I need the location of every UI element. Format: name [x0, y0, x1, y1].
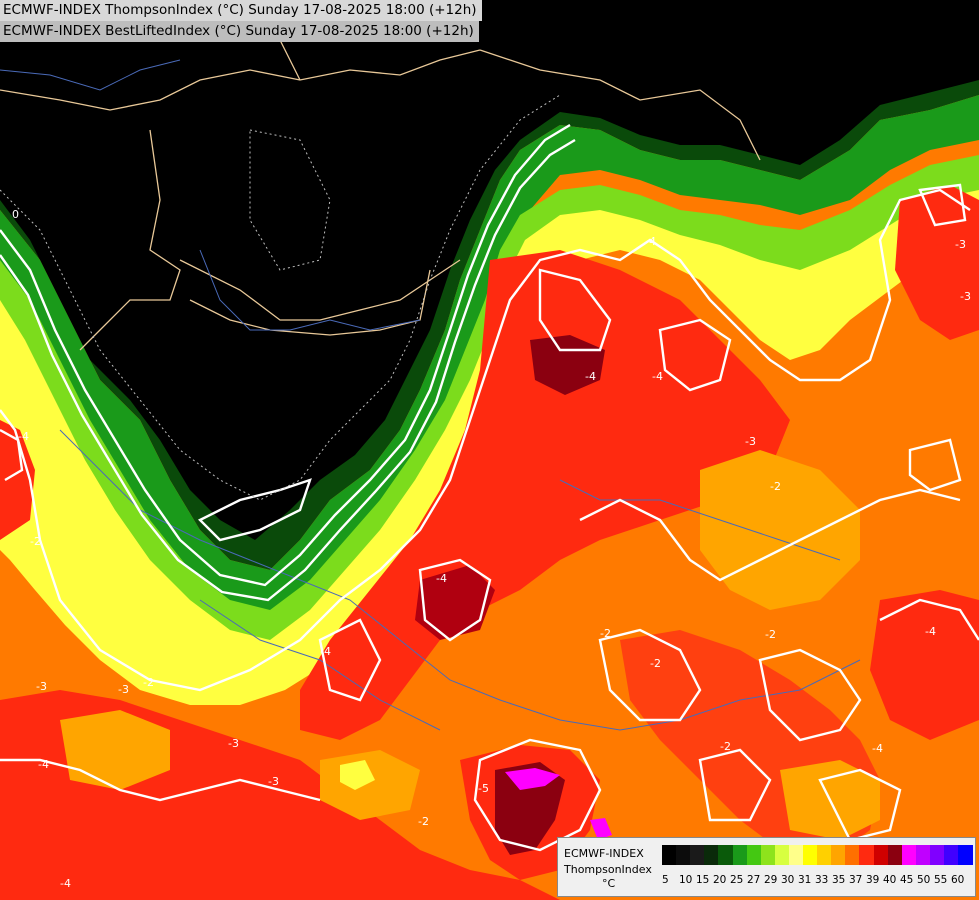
legend-swatch [944, 845, 959, 865]
contour-lines [0, 123, 979, 852]
contour-label: -4 [872, 742, 883, 755]
contour-label: -3 [228, 737, 239, 750]
legend-swatch [831, 845, 846, 865]
legend-tick-label: 39 [866, 874, 880, 886]
contour-label: -3 [268, 775, 279, 788]
legend-swatch [859, 845, 874, 865]
contour-label: 0 [12, 208, 19, 221]
legend-swatch [747, 845, 762, 865]
contour-label: -3 [745, 435, 756, 448]
contour-label: -4 [18, 430, 29, 443]
map-title-thompson-index: ECMWF-INDEX ThompsonIndex (°C) Sunday 17… [0, 0, 482, 21]
legend-tick-label: 37 [849, 874, 863, 886]
legend-swatch [704, 845, 719, 865]
contour-label: -4 [436, 572, 447, 585]
legend-parameter: ThompsonIndex [564, 863, 652, 876]
legend-swatch [676, 845, 691, 865]
legend-unit: °C [602, 877, 616, 890]
legend-swatch [845, 845, 860, 865]
legend-tick-label: 45 [900, 874, 914, 886]
legend-tick-label: 55 [934, 874, 948, 886]
contour-label: -3 [36, 680, 47, 693]
contour-label: -2 [143, 676, 154, 689]
legend-tick-label: 5 [662, 874, 669, 886]
legend-tick-label: 40 [883, 874, 897, 886]
legend-tick-label: 20 [713, 874, 727, 886]
legend-tick-label: 35 [832, 874, 846, 886]
contour-label: -2 [770, 480, 781, 493]
legend-tick-label: 33 [815, 874, 829, 886]
contour-label: -2 [418, 815, 429, 828]
legend-model: ECMWF-INDEX [564, 847, 644, 860]
contour-label: -2 [30, 535, 41, 548]
contour-label: -5 [478, 782, 489, 795]
contour-label: -4 [60, 877, 71, 890]
legend-swatch [930, 845, 945, 865]
legend-ticks: 5 10 15 20 25 27 29 30 31 33 35 37 39 40 45 50 55 60 [662, 874, 972, 888]
contour-label: -4 [645, 235, 656, 248]
legend-tick-label: 60 [951, 874, 965, 886]
legend-swatch [916, 845, 931, 865]
legend-swatch [761, 845, 776, 865]
legend-tick-label: 27 [747, 874, 761, 886]
contour-label: -4 [585, 370, 596, 383]
contour-label: -3 [960, 290, 971, 303]
legend-swatch [803, 845, 818, 865]
legend-tick-label: 10 [679, 874, 693, 886]
dotted-contours [0, 94, 561, 501]
legend-swatch [958, 845, 973, 865]
contour-label: -3 [955, 238, 966, 251]
legend-swatch [775, 845, 790, 865]
contour-label: -4 [38, 758, 49, 771]
contour-label: -2 [720, 740, 731, 753]
legend-swatch [817, 845, 832, 865]
color-legend: ECMWF-INDEX ThompsonIndex °C 5 10 15 20 25 27… [557, 837, 976, 897]
legend-tick-label: 30 [781, 874, 795, 886]
legend-swatch [733, 845, 748, 865]
legend-tick-label: 25 [730, 874, 744, 886]
contour-label: -4 [925, 625, 936, 638]
legend-tick-label: 31 [798, 874, 812, 886]
legend-tick-label: 29 [764, 874, 778, 886]
contour-label: -3 [118, 683, 129, 696]
legend-swatch [789, 845, 804, 865]
legend-tick-label: 50 [917, 874, 931, 886]
contour-label: -4 [652, 370, 663, 383]
contour-label: -4 [320, 645, 331, 658]
map-title-best-lifted-index: ECMWF-INDEX BestLiftedIndex (°C) Sunday … [0, 21, 479, 42]
legend-tick-label: 15 [696, 874, 710, 886]
legend-swatch [888, 845, 903, 865]
contour-label: -2 [650, 657, 661, 670]
contour-label: -2 [600, 627, 611, 640]
contour-label: -2 [765, 628, 776, 641]
legend-swatch [718, 845, 733, 865]
legend-swatch [662, 845, 677, 865]
legend-swatch [902, 845, 917, 865]
legend-swatch [690, 845, 705, 865]
legend-swatch [874, 845, 889, 865]
